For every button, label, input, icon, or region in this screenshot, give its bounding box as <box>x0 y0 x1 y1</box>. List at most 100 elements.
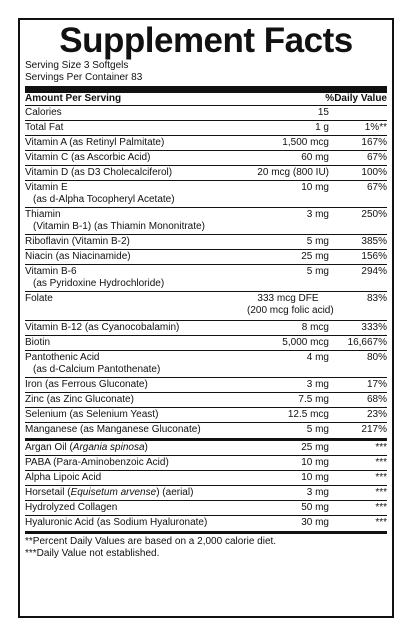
amount: 3 mg <box>247 209 329 221</box>
amount: 7.5 mg <box>247 394 329 406</box>
amount: 5 mg <box>247 236 329 248</box>
nutrient-name: Vitamin D (as D3 Cholecalciferol) <box>25 167 247 179</box>
amount-value: 10 mg <box>301 472 329 483</box>
nutrient-label: Selenium (as Selenium Yeast) <box>25 409 159 420</box>
table-row: Vitamin D (as D3 Cholecalciferol) 20 mcg … <box>25 166 387 181</box>
amount-value: 3 mg <box>306 487 329 498</box>
nutrient-name: Hyaluronic Acid (as Sodium Hyaluronate) <box>25 517 247 529</box>
nutrient-name: Vitamin A (as Retinyl Palmitate) <box>25 137 247 149</box>
daily-value: 83% <box>366 293 387 304</box>
nutrient-label-suffix: ) <box>144 442 148 453</box>
amount-per-serving-header: Amount Per Serving <box>25 93 122 104</box>
nutrient-name: Calories <box>25 107 247 119</box>
amount: 5 mg <box>247 266 329 278</box>
table-row: Calories 15 <box>25 106 387 121</box>
table-row: Niacin (as Niacinamide) 25 mg 156% <box>25 250 387 265</box>
amount-value: 1,500 mcg <box>282 137 329 148</box>
table-row: Thiamin (Vitamin B-1) (as Thiamin Mononit… <box>25 208 387 235</box>
nutrient-name: Horsetail (Equisetum arvense) (aerial) <box>25 487 247 499</box>
table-row: Vitamin A (as Retinyl Palmitate) 1,500 mc… <box>25 136 387 151</box>
amount: 8 mcg <box>247 322 329 334</box>
amount-value: 3 mg <box>306 209 329 220</box>
nutrient-label: Vitamin B-12 (as Cyanocobalamin) <box>25 322 180 333</box>
table-row: Vitamin B-12 (as Cyanocobalamin) 8 mcg 333… <box>25 321 387 336</box>
amount-value: 20 mcg (800 IU) <box>257 167 329 178</box>
panel-title: Supplement Facts <box>59 21 353 60</box>
nutrient-label: PABA (Para-Aminobenzoic Acid) <box>25 457 169 468</box>
amount: 333 mcg DFE (200 mcg folic acid) <box>247 293 334 317</box>
table-row: Total Fat 1 g 1%** <box>25 121 387 136</box>
daily-value: 16,667% <box>347 337 387 348</box>
nutrient-source: (as Pyridoxine Hydrochloride) <box>33 278 165 289</box>
amount: 15 <box>247 107 329 119</box>
amount-value: 25 mg <box>301 442 329 453</box>
nutrient-name: Argan Oil (Argania spinosa) <box>25 442 247 454</box>
nutrient-label: Zinc (as Zinc Gluconate) <box>25 394 134 405</box>
table-row: Vitamin E (as d-Alpha Tocopheryl Acetate)… <box>25 181 387 208</box>
footnote-2: ***Daily Value not established. <box>25 548 160 559</box>
nutrient-label: Vitamin A (as Retinyl Palmitate) <box>25 137 165 148</box>
daily-value: 1%** <box>364 122 387 133</box>
nutrient-label: Riboflavin (Vitamin B-2) <box>25 236 130 247</box>
footnote-1: **Percent Daily Values are based on a 2,… <box>25 536 277 547</box>
latin-name: Equisetum arvense <box>70 487 157 498</box>
nutrient-name: Hydrolyzed Collagen <box>25 502 247 514</box>
nutrient-label: Thiamin <box>25 209 61 220</box>
nutrient-name: Zinc (as Zinc Gluconate) <box>25 394 247 406</box>
nutrient-name: Vitamin C (as Ascorbic Acid) <box>25 152 247 164</box>
serving-size: Serving Size 3 Softgels <box>25 60 129 71</box>
amount: 25 mg <box>247 251 329 263</box>
nutrient-name: Pantothenic Acid (as d-Calcium Pantothena… <box>25 352 247 376</box>
nutrient-name: Iron (as Ferrous Gluconate) <box>25 379 247 391</box>
nutrient-name: Folate <box>25 293 247 305</box>
nutrient-rows: Calories 15 Total Fat 1 g 1%** Vitamin A (as … <box>25 106 387 438</box>
nutrient-label: Argan Oil ( <box>25 442 73 453</box>
amount: 12.5 mcg <box>247 409 329 421</box>
amount: 60 mg <box>247 152 329 164</box>
nutrient-label: Vitamin D (as D3 Cholecalciferol) <box>25 167 173 178</box>
amount-value: 50 mg <box>301 502 329 513</box>
daily-value: 67% <box>366 182 387 193</box>
amount-value: 5,000 mcg <box>282 337 329 348</box>
nutrient-name: Vitamin B-6 (as Pyridoxine Hydrochloride) <box>25 266 247 290</box>
nutrient-name: Alpha Lipoic Acid <box>25 472 247 484</box>
amount-detail: (200 mcg folic acid) <box>247 305 334 316</box>
nutrient-name: Thiamin (Vitamin B-1) (as Thiamin Mononit… <box>25 209 247 233</box>
daily-value: 167% <box>361 137 387 148</box>
table-row: Folate 333 mcg DFE (200 mcg folic acid) 83% <box>25 292 387 321</box>
amount: 5,000 mcg <box>247 337 329 349</box>
table-row: Manganese (as Manganese Gluconate) 5 mg 21… <box>25 423 387 438</box>
daily-value: *** <box>375 502 387 513</box>
amount: 10 mg <box>247 457 329 469</box>
nutrient-label: Horsetail ( <box>25 487 71 498</box>
nutrient-name: Total Fat <box>25 122 247 134</box>
nutrient-label: Biotin <box>25 337 51 348</box>
amount: 25 mg <box>247 442 329 454</box>
amount-value: 30 mg <box>301 517 329 528</box>
amount-value: 333 mcg DFE <box>257 293 319 304</box>
nutrient-label: Pantothenic Acid <box>25 352 100 363</box>
amount: 10 mg <box>247 472 329 484</box>
amount-value: 10 mg <box>301 457 329 468</box>
nutrient-label: Niacin (as Niacinamide) <box>25 251 131 262</box>
daily-value-header: %Daily Value <box>325 93 387 104</box>
table-row: Biotin 5,000 mcg 16,667% <box>25 336 387 351</box>
amount-value: 60 mg <box>301 152 329 163</box>
daily-value: 23% <box>366 409 387 420</box>
thick-divider <box>25 86 387 93</box>
nutrient-name: Manganese (as Manganese Gluconate) <box>25 424 247 436</box>
other-ingredient-rows: Argan Oil (Argania spinosa) 25 mg *** PABA … <box>25 441 387 531</box>
nutrient-source: (Vitamin B-1) (as Thiamin Mononitrate) <box>33 221 205 232</box>
nutrient-source: (as d-Calcium Pantothenate) <box>33 364 161 375</box>
footer-divider <box>25 531 387 534</box>
amount-value: 8 mcg <box>301 322 329 333</box>
amount-value: 5 mg <box>306 424 329 435</box>
amount: 1,500 mcg <box>247 137 329 149</box>
daily-value: 250% <box>361 209 387 220</box>
nutrient-label: Vitamin B-6 <box>25 266 77 277</box>
amount-value: 7.5 mg <box>298 394 329 405</box>
daily-value: 156% <box>361 251 387 262</box>
daily-value: 294% <box>361 266 387 277</box>
daily-value: *** <box>375 517 387 528</box>
nutrient-label: Total Fat <box>25 122 64 133</box>
